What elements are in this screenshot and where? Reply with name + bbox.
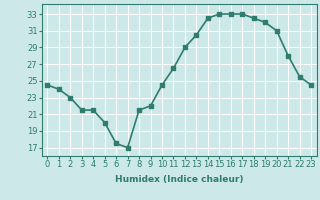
X-axis label: Humidex (Indice chaleur): Humidex (Indice chaleur)	[115, 175, 244, 184]
